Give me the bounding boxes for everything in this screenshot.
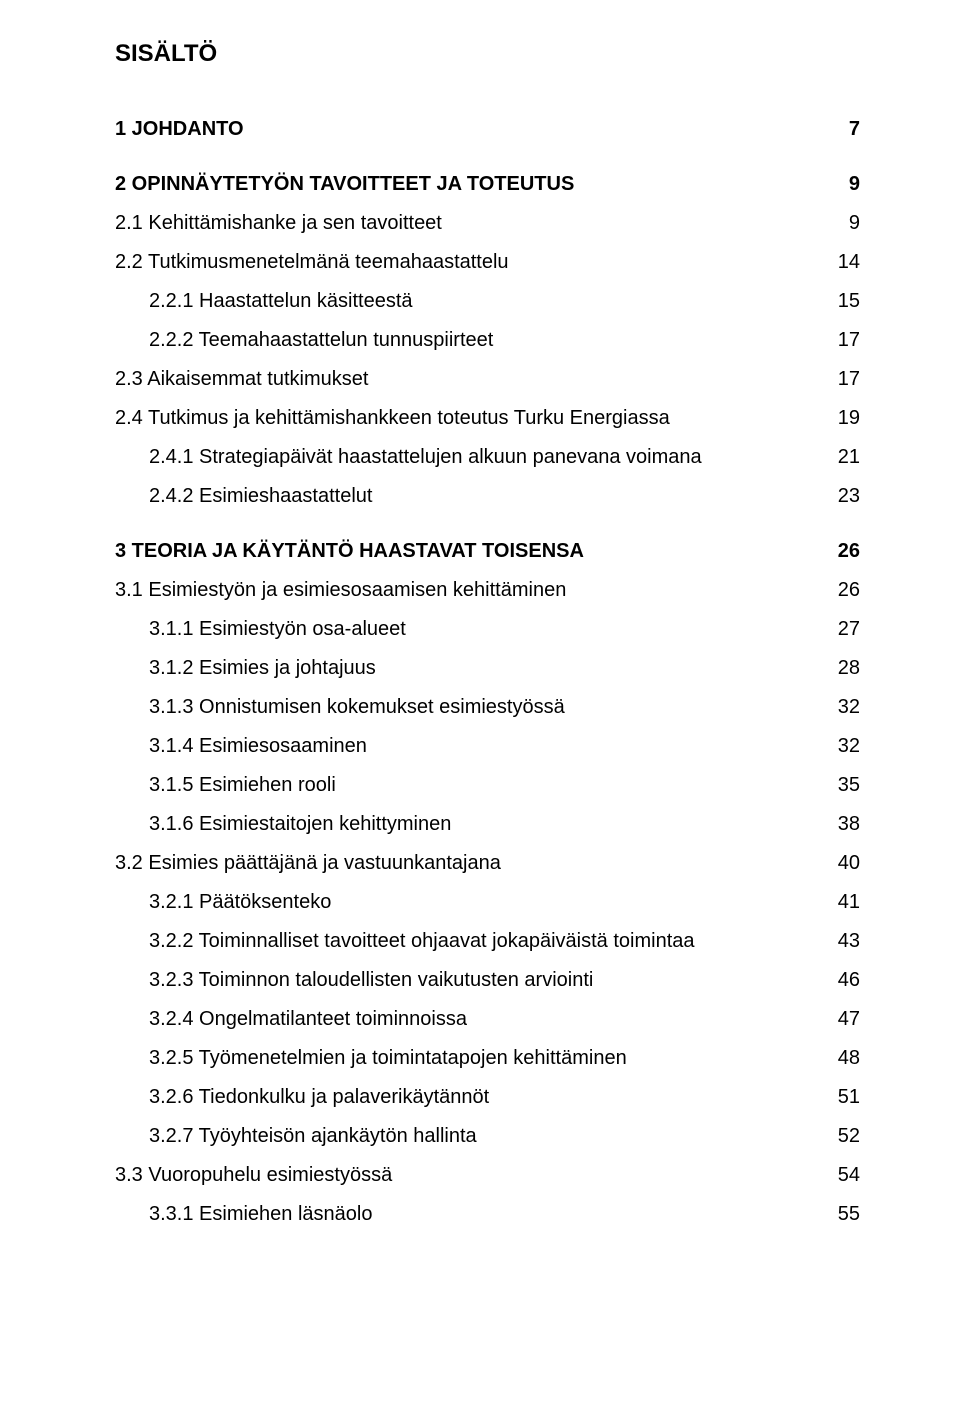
toc-entry-label: 2.2.1 Haastattelun käsitteestä (149, 288, 413, 315)
toc-entry-page: 28 (838, 655, 860, 682)
toc-entry: 3.3.1 Esimiehen läsnäolo 55 (115, 1201, 860, 1228)
toc-entry-label: 2.4.2 Esimieshaastattelut (149, 483, 372, 510)
table-of-contents: 1 JOHDANTO 7 2 OPINNÄYTETYÖN TAVOITTEET JA… (115, 116, 860, 1228)
toc-entry: 3 TEORIA JA KÄYTÄNTÖ HAASTAVAT TOISENSA 2… (115, 538, 860, 565)
toc-entry: 3.1.4 Esimiesosaaminen 32 (115, 733, 860, 760)
toc-entry-page: 26 (838, 577, 860, 604)
toc-entry-page: 19 (838, 405, 860, 432)
toc-entry-label: 2.2 Tutkimusmenetelmänä teemahaastattelu (115, 249, 509, 276)
toc-entry: 3.2.3 Toiminnon taloudellisten vaikutust… (115, 967, 860, 994)
toc-entry-page: 14 (838, 249, 860, 276)
toc-entry-page: 17 (838, 366, 860, 393)
toc-entry-page: 51 (838, 1084, 860, 1111)
toc-entry: 3.1.3 Onnistumisen kokemukset esimiestyö… (115, 694, 860, 721)
page-title: SISÄLTÖ (115, 40, 860, 68)
toc-entry-page: 23 (838, 483, 860, 510)
toc-entry: 3.2.2 Toiminnalliset tavoitteet ohjaavat… (115, 928, 860, 955)
toc-entry: 3.1.6 Esimiestaitojen kehittyminen 38 (115, 811, 860, 838)
toc-entry: 3.1.5 Esimiehen rooli 35 (115, 772, 860, 799)
toc-entry-page: 52 (838, 1123, 860, 1150)
toc-entry: 2.4 Tutkimus ja kehittämishankkeen toteu… (115, 405, 860, 432)
toc-entry: 3.1 Esimiestyön ja esimiesosaamisen kehi… (115, 577, 860, 604)
toc-entry-page: 38 (838, 811, 860, 838)
toc-entry-label: 3.1.4 Esimiesosaaminen (149, 733, 367, 760)
toc-entry-page: 9 (849, 171, 860, 198)
toc-entry: 2.3 Aikaisemmat tutkimukset 17 (115, 366, 860, 393)
toc-entry-label: 3.1.3 Onnistumisen kokemukset esimiestyö… (149, 694, 565, 721)
toc-entry: 2.1 Kehittämishanke ja sen tavoitteet 9 (115, 210, 860, 237)
toc-entry-page: 15 (838, 288, 860, 315)
toc-entry-label: 3.1.2 Esimies ja johtajuus (149, 655, 376, 682)
toc-entry-page: 27 (838, 616, 860, 643)
toc-entry-label: 3.2.5 Työmenetelmien ja toimintatapojen … (149, 1045, 627, 1072)
toc-entry-page: 48 (838, 1045, 860, 1072)
toc-entry-page: 43 (838, 928, 860, 955)
toc-entry: 1 JOHDANTO 7 (115, 116, 860, 143)
toc-entry-page: 41 (838, 889, 860, 916)
toc-entry: 3.2 Esimies päättäjänä ja vastuunkantaja… (115, 850, 860, 877)
toc-entry-page: 32 (838, 694, 860, 721)
toc-entry: 2.2 Tutkimusmenetelmänä teemahaastattelu… (115, 249, 860, 276)
toc-entry-label: 3.1 Esimiestyön ja esimiesosaamisen kehi… (115, 577, 566, 604)
toc-entry-label: 2.3 Aikaisemmat tutkimukset (115, 366, 368, 393)
toc-entry-label: 3.1.5 Esimiehen rooli (149, 772, 336, 799)
toc-entry-label: 3.2.6 Tiedonkulku ja palaverikäytännöt (149, 1084, 489, 1111)
page: SISÄLTÖ 1 JOHDANTO 7 2 OPINNÄYTETYÖN TAVOI… (0, 0, 960, 1410)
toc-entry-label: 3.2 Esimies päättäjänä ja vastuunkantaja… (115, 850, 501, 877)
toc-entry-page: 7 (849, 116, 860, 143)
toc-entry-page: 35 (838, 772, 860, 799)
toc-entry-page: 55 (838, 1201, 860, 1228)
toc-entry: 3.1.1 Esimiestyön osa-alueet 27 (115, 616, 860, 643)
toc-entry-page: 21 (838, 444, 860, 471)
toc-entry-page: 32 (838, 733, 860, 760)
toc-entry: 3.1.2 Esimies ja johtajuus 28 (115, 655, 860, 682)
toc-entry-label: 3.2.1 Päätöksenteko (149, 889, 331, 916)
toc-entry-page: 26 (838, 538, 860, 565)
toc-entry: 2.4.2 Esimieshaastattelut 23 (115, 483, 860, 510)
toc-entry-label: 2.4.1 Strategiapäivät haastattelujen alk… (149, 444, 702, 471)
toc-entry-label: 3.3.1 Esimiehen läsnäolo (149, 1201, 372, 1228)
toc-entry-label: 3.1.6 Esimiestaitojen kehittyminen (149, 811, 451, 838)
toc-entry-label: 2.1 Kehittämishanke ja sen tavoitteet (115, 210, 442, 237)
toc-entry-page: 46 (838, 967, 860, 994)
toc-entry-label: 3.3 Vuoropuhelu esimiestyössä (115, 1162, 392, 1189)
toc-entry: 3.2.4 Ongelmatilanteet toiminnoissa 47 (115, 1006, 860, 1033)
toc-entry-label: 2.2.2 Teemahaastattelun tunnuspiirteet (149, 327, 493, 354)
toc-entry-label: 3.2.4 Ongelmatilanteet toiminnoissa (149, 1006, 467, 1033)
toc-entry: 3.2.1 Päätöksenteko 41 (115, 889, 860, 916)
toc-entry-page: 17 (838, 327, 860, 354)
toc-entry-label: 2.4 Tutkimus ja kehittämishankkeen toteu… (115, 405, 670, 432)
toc-entry-label: 1 JOHDANTO (115, 116, 244, 143)
toc-entry: 2.2.1 Haastattelun käsitteestä 15 (115, 288, 860, 315)
toc-entry: 3.2.5 Työmenetelmien ja toimintatapojen … (115, 1045, 860, 1072)
toc-entry: 2.2.2 Teemahaastattelun tunnuspiirteet 17 (115, 327, 860, 354)
toc-entry-page: 9 (849, 210, 860, 237)
toc-entry-page: 40 (838, 850, 860, 877)
toc-entry-label: 3.2.3 Toiminnon taloudellisten vaikutust… (149, 967, 593, 994)
toc-entry-page: 54 (838, 1162, 860, 1189)
toc-entry-label: 3 TEORIA JA KÄYTÄNTÖ HAASTAVAT TOISENSA (115, 538, 584, 565)
toc-entry: 3.2.7 Työyhteisön ajankäytön hallinta 52 (115, 1123, 860, 1150)
toc-entry: 3.2.6 Tiedonkulku ja palaverikäytännöt 51 (115, 1084, 860, 1111)
toc-entry-label: 3.1.1 Esimiestyön osa-alueet (149, 616, 406, 643)
toc-entry-label: 2 OPINNÄYTETYÖN TAVOITTEET JA TOTEUTUS (115, 171, 574, 198)
toc-entry: 2 OPINNÄYTETYÖN TAVOITTEET JA TOTEUTUS 9 (115, 171, 860, 198)
toc-entry-page: 47 (838, 1006, 860, 1033)
toc-entry-label: 3.2.7 Työyhteisön ajankäytön hallinta (149, 1123, 477, 1150)
toc-entry: 2.4.1 Strategiapäivät haastattelujen alk… (115, 444, 860, 471)
toc-entry-label: 3.2.2 Toiminnalliset tavoitteet ohjaavat… (149, 928, 695, 955)
toc-entry: 3.3 Vuoropuhelu esimiestyössä 54 (115, 1162, 860, 1189)
